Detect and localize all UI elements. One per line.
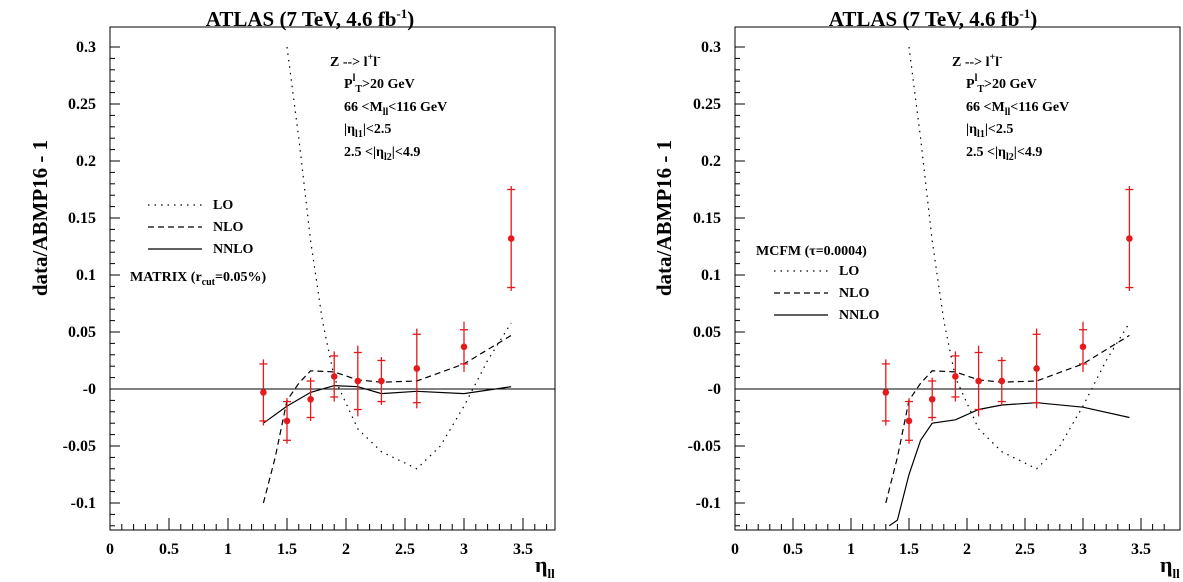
y-tick-label: 0.3 bbox=[701, 39, 721, 56]
y-tick-label: 0.2 bbox=[76, 153, 96, 170]
data-point bbox=[905, 417, 913, 425]
y-tick-label: -0.1 bbox=[696, 495, 721, 512]
cut-eta1: |ηl1|<2.5 bbox=[966, 122, 1013, 140]
plot-frame bbox=[734, 26, 1181, 531]
data-point bbox=[378, 377, 385, 385]
x-tick-label: 3 bbox=[1079, 541, 1087, 558]
y-tick-label: 0.25 bbox=[693, 96, 721, 113]
legend-label-lo: LO bbox=[213, 198, 233, 213]
x-axis-label: ηll bbox=[1160, 552, 1180, 581]
series-nnlo-line bbox=[888, 402, 1130, 527]
cut-z-decay: Z --> l+l- bbox=[952, 52, 1002, 70]
y-axis-label: data/ABMP16 - 1 bbox=[652, 140, 676, 296]
data-point bbox=[354, 377, 362, 385]
y-tick-label: 0.3 bbox=[76, 39, 96, 56]
x-tick-label: 0 bbox=[731, 541, 739, 558]
cut-mass: 66 <Mll<116 GeV bbox=[344, 100, 447, 118]
data-point bbox=[1126, 235, 1133, 242]
x-tick-label: 2.5 bbox=[1015, 541, 1035, 558]
y-tick-label: 0.1 bbox=[76, 267, 96, 284]
data-point bbox=[307, 395, 314, 403]
x-tick-label: 3.5 bbox=[513, 541, 533, 558]
series-nlo-line bbox=[262, 334, 512, 504]
x-tick-label: 2 bbox=[963, 541, 971, 558]
x-tick-label: 1 bbox=[847, 541, 855, 558]
y-tick-label: -0.05 bbox=[688, 438, 721, 455]
cut-eta2: 2.5 <|ηl2|<4.9 bbox=[966, 145, 1042, 163]
y-axis-label: data/ABMP16 - 1 bbox=[28, 140, 52, 296]
x-tick-label: 3.5 bbox=[1131, 541, 1151, 558]
y-tick-label: 0.25 bbox=[68, 96, 96, 113]
data-point bbox=[413, 365, 421, 372]
x-tick-label: 0.5 bbox=[159, 541, 179, 558]
chart-panel-1: ATLAS (7 TeV, 4.6 fb-1) data/ABMP16 - 1 0.… bbox=[28, 6, 556, 581]
data-point bbox=[975, 377, 982, 385]
y-tick-label: 0.2 bbox=[701, 153, 721, 170]
data-point bbox=[330, 373, 338, 380]
x-tick-label: 1.5 bbox=[899, 541, 919, 558]
y-tick-label: 0.05 bbox=[68, 324, 96, 341]
series-nnlo-line bbox=[263, 384, 512, 424]
data-point bbox=[1079, 343, 1087, 351]
x-tick-label: 2 bbox=[342, 541, 350, 558]
cut-pt: PlT>20 GeV bbox=[966, 73, 1037, 95]
x-tick-label: 2.5 bbox=[395, 541, 415, 558]
data-point bbox=[998, 377, 1006, 385]
legend-label-nnlo: NNLO bbox=[839, 308, 880, 323]
series-nlo-line bbox=[885, 334, 1130, 504]
y-tick-label: 0.15 bbox=[68, 210, 96, 227]
x-axis-label: ηll bbox=[535, 552, 555, 581]
data-point bbox=[928, 395, 936, 403]
data-point bbox=[882, 389, 890, 396]
cut-mass: 66 <Mll<116 GeV bbox=[966, 100, 1069, 118]
data-point bbox=[507, 235, 515, 242]
y-tick-label: -0 bbox=[708, 381, 721, 398]
legend-label-nlo: NLO bbox=[213, 220, 243, 235]
chart-panel-2: ATLAS (7 TeV, 4.6 fb-1) data/ABMP16 - 1 0.… bbox=[652, 6, 1181, 581]
cut-z-decay: Z --> l+l- bbox=[330, 52, 380, 70]
x-tick-label: 1 bbox=[224, 541, 232, 558]
cut-eta1: |ηl1|<2.5 bbox=[344, 122, 391, 140]
data-point bbox=[952, 373, 959, 380]
y-tick-label: -0 bbox=[83, 381, 96, 398]
legend-label-lo: LO bbox=[839, 264, 859, 279]
legend-header: MCFM (τ=0.0004) bbox=[756, 244, 867, 259]
x-tick-label: 1.5 bbox=[277, 541, 297, 558]
y-tick-label: 0.1 bbox=[701, 267, 721, 284]
legend-label-nnlo: NNLO bbox=[213, 242, 254, 257]
y-tick-label: -0.05 bbox=[63, 438, 96, 455]
data-point bbox=[460, 343, 468, 351]
cut-pt: PlT>20 GeV bbox=[344, 73, 415, 95]
legend-label-nlo: NLO bbox=[839, 286, 869, 301]
chart-title: ATLAS (7 TeV, 4.6 fb-1) bbox=[206, 6, 414, 31]
legend-footer: MATRIX (rcut=0.05%) bbox=[130, 270, 266, 288]
chart-title: ATLAS (7 TeV, 4.6 fb-1) bbox=[829, 6, 1037, 31]
x-tick-label: 0.5 bbox=[783, 541, 803, 558]
y-tick-label: 0.05 bbox=[693, 324, 721, 341]
data-point bbox=[283, 417, 291, 425]
y-tick-label: -0.1 bbox=[71, 495, 96, 512]
data-point bbox=[1033, 365, 1040, 372]
data-point bbox=[260, 389, 267, 396]
y-tick-label: 0.15 bbox=[693, 210, 721, 227]
x-tick-label: 0 bbox=[106, 541, 114, 558]
cut-eta2: 2.5 <|ηl2|<4.9 bbox=[344, 145, 420, 163]
x-tick-label: 3 bbox=[460, 541, 468, 558]
plot-frame bbox=[109, 26, 556, 531]
